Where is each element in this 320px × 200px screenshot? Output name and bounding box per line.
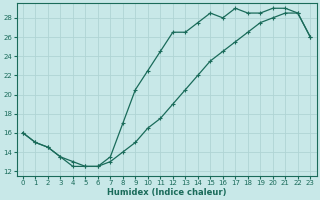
X-axis label: Humidex (Indice chaleur): Humidex (Indice chaleur) bbox=[107, 188, 226, 197]
